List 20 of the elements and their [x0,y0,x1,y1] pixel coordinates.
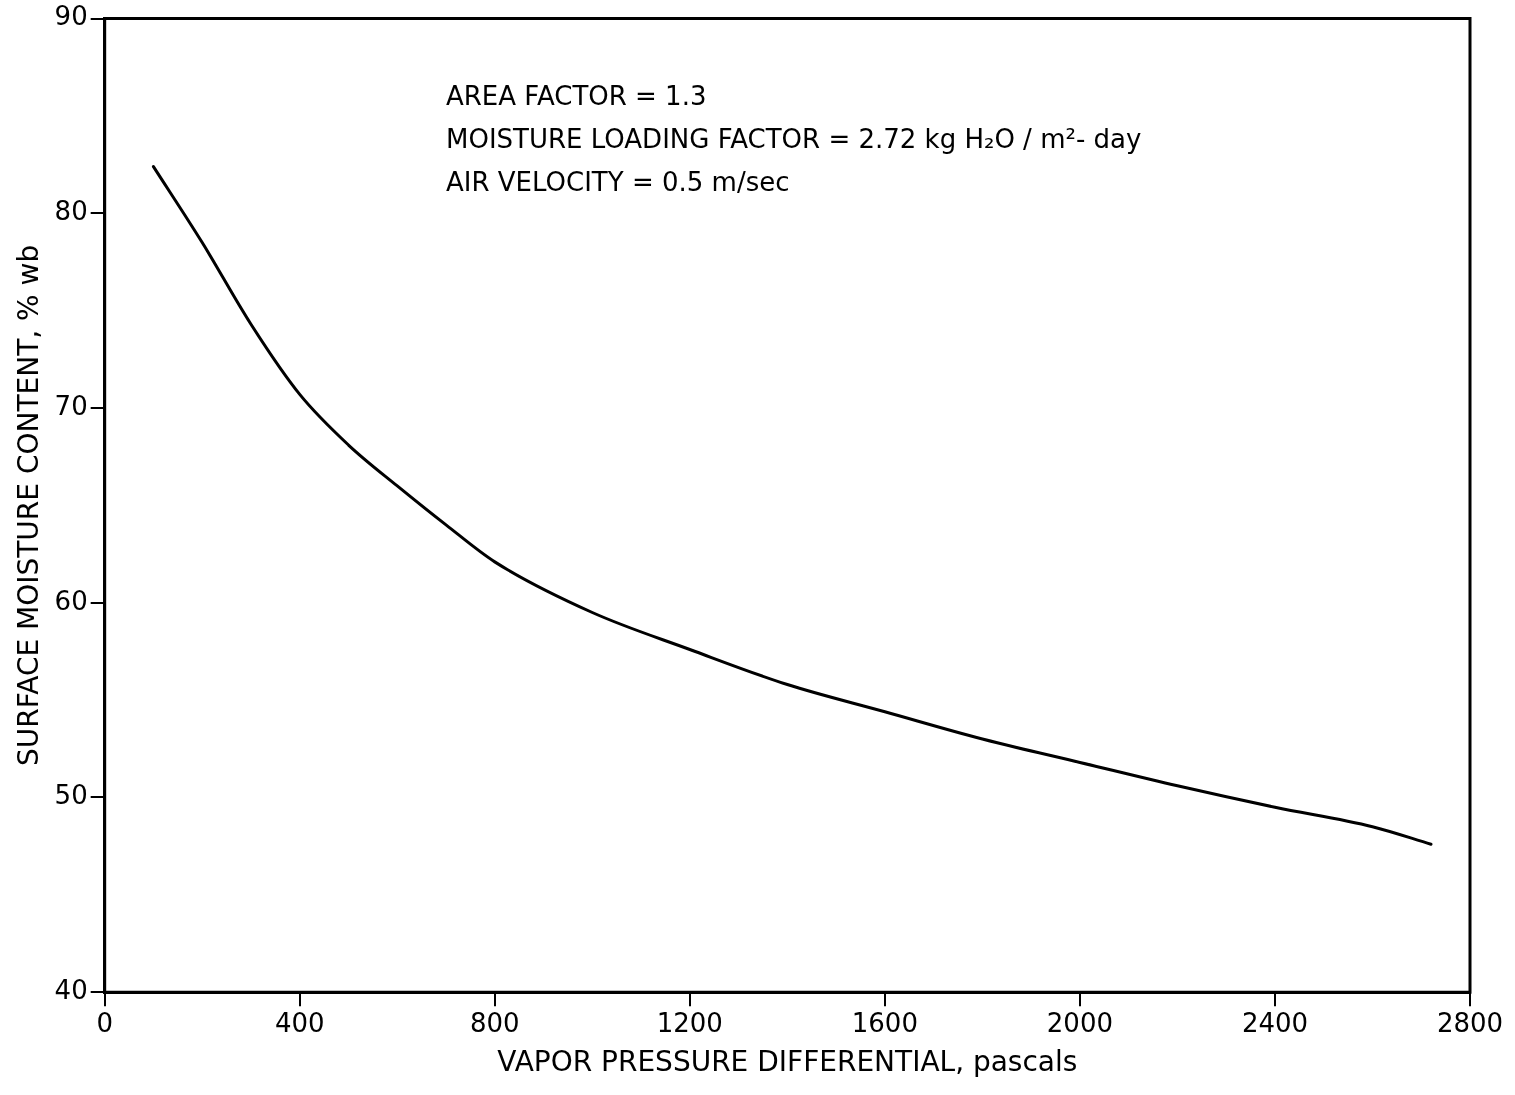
annotation: MOISTURE LOADING FACTOR = 2.72 kg H₂O / m²- day [446,124,1142,155]
x-axis-title: VAPOR PRESSURE DIFFERENTIAL, pascals [497,1045,1078,1079]
x-tick-label: 1200 [656,1007,723,1038]
line-series [151,165,1433,846]
x-tick-label: 0 [96,1007,113,1038]
x-tick-label: 2000 [1046,1007,1113,1038]
y-tick-label: 40 [54,974,88,1005]
y-tick-label: 70 [54,390,88,421]
y-axis-title: SURFACE MOISTURE CONTENT, % wb [12,244,46,767]
y-tick-label: 90 [54,1,88,32]
annotation: AIR VELOCITY = 0.5 m/sec [446,167,790,198]
x-tick-label: 1600 [851,1007,918,1038]
x-tick-label: 800 [469,1007,520,1038]
y-tick-label: 80 [54,196,88,227]
annotation: AREA FACTOR = 1.3 [446,81,707,112]
x-tick-label: 400 [274,1007,325,1038]
y-tick-label: 50 [54,780,88,811]
x-tick-label: 2800 [1436,1007,1504,1038]
x-tick-label: 2400 [1241,1007,1309,1038]
y-tick-label: 60 [54,585,88,616]
